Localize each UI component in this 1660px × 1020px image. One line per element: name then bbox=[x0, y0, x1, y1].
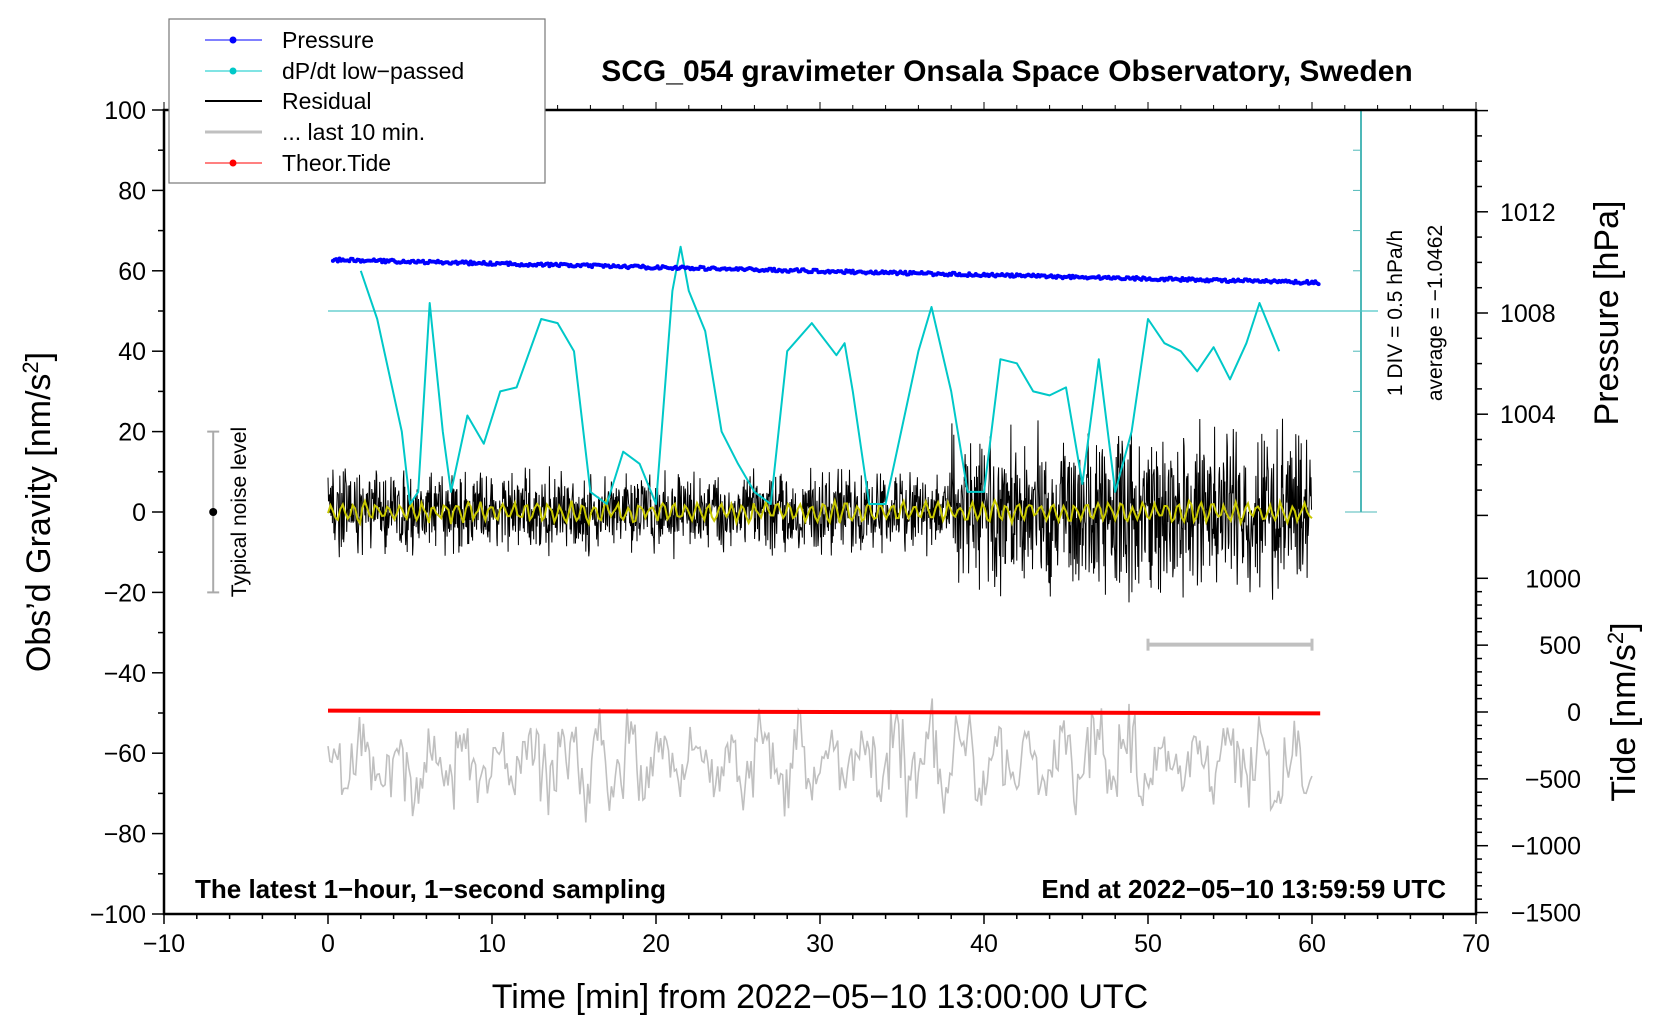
last-10-min-line bbox=[327, 698, 1313, 823]
average-label: average = −1.0462 bbox=[1424, 225, 1447, 401]
pressure-point bbox=[467, 262, 471, 267]
x-tick-label: 0 bbox=[321, 930, 335, 958]
legend-entry-pressure: Pressure bbox=[205, 27, 374, 53]
svg-text:Theor.Tide: Theor.Tide bbox=[282, 150, 391, 176]
x-axis-label: Time [min] from 2022−05−10 13:00:00 UTC bbox=[492, 978, 1148, 1016]
x-tick-label: 70 bbox=[1462, 930, 1490, 958]
y-tick-label: 40 bbox=[118, 338, 146, 366]
pressure-point bbox=[1316, 282, 1321, 287]
pressure-tick-label: 1008 bbox=[1500, 300, 1556, 328]
y-tick-label: −80 bbox=[104, 821, 146, 849]
plot-marks bbox=[207, 109, 1378, 823]
sampling-note: The latest 1−hour, 1−second sampling bbox=[195, 874, 666, 904]
pressure-axis-label: Pressure [hPa] bbox=[1588, 201, 1626, 426]
y-tick-label: 0 bbox=[132, 499, 146, 527]
residual-lowpass-line bbox=[327, 496, 1313, 528]
x-tick-label: −10 bbox=[143, 930, 185, 958]
svg-text:Pressure: Pressure bbox=[282, 27, 374, 53]
tide-tick-label: 500 bbox=[1539, 632, 1581, 660]
y-axis-label: Obs’d Gravity [nm/s2] bbox=[18, 352, 58, 672]
end-time-note: End at 2022−05−10 13:59:59 UTC bbox=[1041, 874, 1446, 904]
y-tick-label: 60 bbox=[118, 258, 146, 286]
legend-entry-tide: Theor.Tide bbox=[205, 150, 391, 176]
y-tick-label: 20 bbox=[118, 419, 146, 447]
x-tick-label: 60 bbox=[1298, 930, 1326, 958]
svg-text:Residual: Residual bbox=[282, 88, 372, 114]
x-tick-label: 30 bbox=[806, 930, 834, 958]
y-tick-label: 100 bbox=[104, 97, 146, 125]
x-tick-label: 20 bbox=[642, 930, 670, 958]
chart-title: SCG_054 gravimeter Onsala Space Observat… bbox=[601, 55, 1413, 88]
y-tick-label: −40 bbox=[104, 660, 146, 688]
tide-tick-label: 1000 bbox=[1525, 565, 1581, 593]
pressure-tick-label: 1004 bbox=[1500, 401, 1556, 429]
tide-tick-label: −500 bbox=[1525, 766, 1581, 794]
legend-entry-last10: ... last 10 min. bbox=[205, 119, 425, 145]
noise-level-label: Typical noise level bbox=[228, 427, 251, 597]
x-tick-label: 10 bbox=[478, 930, 506, 958]
tide-tick-label: −1000 bbox=[1511, 833, 1581, 861]
legend-entry-dpdt: dP/dt low−passed bbox=[205, 58, 464, 84]
svg-text:... last 10 min.: ... last 10 min. bbox=[282, 119, 425, 145]
legend-entry-residual: Residual bbox=[205, 88, 372, 114]
axis-ticks: −10 0 10 20 30 40 50 60 70100806040200−20−40−60−… bbox=[90, 97, 1581, 958]
y-tick-label: −60 bbox=[104, 740, 146, 768]
residual-line bbox=[327, 418, 1312, 603]
y-tick-label: 80 bbox=[118, 177, 146, 205]
x-tick-label: 40 bbox=[970, 930, 998, 958]
y-tick-label: −100 bbox=[90, 901, 146, 929]
noise-level-dot bbox=[209, 508, 218, 516]
tide-line bbox=[327, 708, 1321, 716]
div-scale-label: 1 DIV = 0.5 hPa/h bbox=[1384, 230, 1407, 396]
dpdt-line bbox=[359, 245, 1281, 505]
legend: Pressure dP/dt low−passed Residual ... l… bbox=[168, 18, 546, 184]
pressure-tick-label: 1012 bbox=[1500, 199, 1556, 227]
svg-text:dP/dt low−passed: dP/dt low−passed bbox=[282, 58, 464, 84]
x-tick-label: 50 bbox=[1134, 930, 1162, 958]
tide-tick-label: 0 bbox=[1567, 699, 1581, 727]
pressure-point bbox=[335, 259, 340, 264]
y-tick-label: −20 bbox=[104, 579, 146, 607]
tide-axis-label: Tide [nm/s2] bbox=[1603, 622, 1643, 801]
tide-tick-label: −1500 bbox=[1511, 900, 1581, 928]
